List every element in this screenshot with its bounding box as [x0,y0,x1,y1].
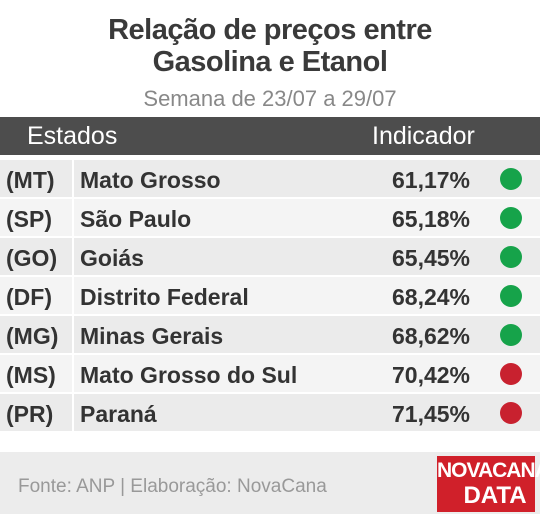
state-code: (SP) [6,206,52,232]
table-row: (MS) Mato Grosso do Sul 70,42% [0,355,540,394]
state-code: (GO) [6,245,58,271]
status-dot [500,207,522,229]
source: Fonte: ANP | Elaboração: NovaCana [18,476,327,497]
subtitle: Semana de 23/07 a 29/07 [143,86,397,111]
state-code: (MT) [6,167,55,193]
column-divider [72,199,74,238]
column-divider [72,238,74,277]
logo: NOVACANA DATA [437,456,540,512]
state-code: (PR) [6,401,54,427]
indicator-value: 68,24% [392,284,471,310]
indicator-value: 71,45% [392,401,471,427]
column-header: Indicador [372,122,475,150]
status-dot [500,363,522,385]
indicator-value: 70,42% [392,362,471,388]
title-line: Relação de preços entre [108,14,432,46]
logo-top: NOVACANA [437,459,540,482]
indicator-value: 68,62% [392,323,471,349]
status-dot [500,168,522,190]
indicator-value: 65,45% [392,245,471,271]
column-header: Estados [27,122,118,150]
column-divider [72,316,74,355]
state-name: Goiás [80,245,144,271]
state-name: Minas Gerais [80,323,224,349]
status-dot [500,324,522,346]
footer: Fonte: ANP | Elaboração: NovaCana NOVACA… [0,452,540,514]
state-name: Paraná [80,401,157,427]
title-line: Gasolina e Etanol [152,46,388,78]
indicator-value: 61,17% [392,167,471,193]
state-code: (MG) [6,323,59,349]
column-divider [72,160,74,199]
column-divider [72,394,74,433]
table-header: Estados Indicador [0,117,540,155]
indicator-value: 65,18% [392,206,471,232]
state-code: (DF) [6,284,52,310]
state-code: (MS) [6,362,56,388]
table-body: (MT) Mato Grosso 61,17% (SP) São Paulo 65,18%… [0,160,540,433]
table-row: (SP) São Paulo 65,18% [0,199,540,238]
table-row: (GO) Goiás 65,45% [0,238,540,277]
state-name: Mato Grosso [80,167,221,193]
column-divider [72,355,74,394]
state-name: Distrito Federal [80,284,249,310]
logo-bottom: DATA [463,482,527,509]
table-row: (MT) Mato Grosso 61,17% [0,160,540,199]
status-dot [500,246,522,268]
table-row: (MG) Minas Gerais 68,62% [0,316,540,355]
state-name: São Paulo [80,206,192,232]
state-name: Mato Grosso do Sul [80,362,298,388]
status-dot [500,402,522,424]
column-divider [72,277,74,316]
status-dot [500,285,522,307]
table-row: (DF) Distrito Federal 68,24% [0,277,540,316]
table-row: (PR) Paraná 71,45% [0,394,540,433]
